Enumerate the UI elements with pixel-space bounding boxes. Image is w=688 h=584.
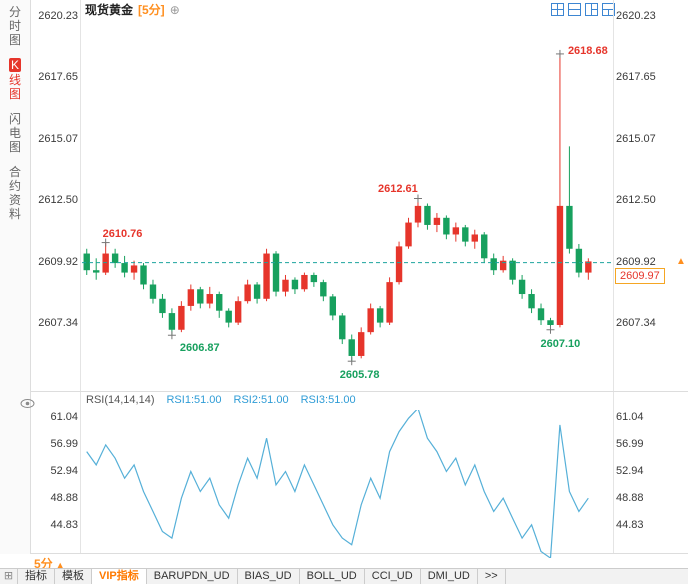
axis-tick: 44.83 xyxy=(616,518,644,531)
add-overlay-icon[interactable]: ⊕ xyxy=(169,2,180,17)
rsi3-value: RSI3:51.00 xyxy=(300,394,356,406)
current-price-box: 2609.97 xyxy=(615,268,665,284)
rsi-params-label: RSI(14,14,14) xyxy=(86,394,155,406)
current-price-arrow-icon: ▲ xyxy=(676,256,686,267)
axis-tick: 2620.23 xyxy=(616,10,656,22)
timeframe-selector[interactable]: 5分 ▲ xyxy=(34,555,65,572)
axis-tick: 48.88 xyxy=(616,491,644,504)
chart-left-border xyxy=(80,0,81,553)
axis-tick: 2607.34 xyxy=(38,317,78,330)
candles-canvas[interactable] xyxy=(82,12,612,390)
bottom-tab-3[interactable]: VIP指标 xyxy=(92,569,147,584)
timeframe-arrow-icon: ▲ xyxy=(55,560,65,570)
chart-header: 现货黄金 [5分] ⊕ xyxy=(85,2,180,18)
axis-tick: 48.88 xyxy=(50,491,78,504)
bottom-tab-8[interactable]: DMI_UD xyxy=(421,569,478,584)
bottom-tab-9[interactable]: >> xyxy=(478,569,506,584)
axis-tick: 2612.50 xyxy=(38,194,78,207)
chart-right-border xyxy=(613,0,614,553)
layout-three-pane-icon[interactable] xyxy=(585,3,598,16)
bottom-tab-4[interactable]: BARUPDN_UD xyxy=(147,569,238,584)
axis-tick: 2609.92 xyxy=(38,255,78,268)
eye-icon xyxy=(20,399,35,408)
axis-tick: 44.83 xyxy=(50,518,78,531)
period-label: [5分] xyxy=(138,3,165,17)
candlestick-chart[interactable]: 2610.76 2606.87 2605.78 2612.61 2607.10 2618.… xyxy=(82,12,612,390)
layout-four-pane-icon[interactable] xyxy=(551,3,564,16)
indicator-tab-bar: ⊞ 指标 模板 VIP指标 BARUPDN_UD BIAS_UD BOLL_UD CCI_U… xyxy=(0,568,688,584)
axis-tick: 52.94 xyxy=(616,464,644,477)
bottom-tab-6[interactable]: BOLL_UD xyxy=(300,569,365,584)
rsi1-value: RSI1:51.00 xyxy=(166,394,222,406)
rsi-header: RSI(14,14,14) RSI1:51.00 RSI2:51.00 RSI3… xyxy=(86,394,356,406)
rsi-panel[interactable] xyxy=(82,410,612,558)
indicator-visibility-toggle[interactable] xyxy=(20,396,35,414)
sidebar-tab-3[interactable]: 闪电图 xyxy=(8,112,21,154)
axis-tick: 2609.92 xyxy=(616,255,656,268)
bottom-tab-5[interactable]: BIAS_UD xyxy=(238,569,300,584)
axis-tick: 2615.07 xyxy=(616,132,656,145)
axis-tick: 52.94 xyxy=(50,464,78,477)
pane-layout-buttons xyxy=(551,3,615,16)
axis-tick: 2617.65 xyxy=(616,71,656,84)
layout-two-pane-icon[interactable] xyxy=(568,3,581,16)
rsi2-value: RSI2:51.00 xyxy=(233,394,289,406)
bottom-tab-2[interactable]: 模板 xyxy=(55,569,92,584)
timeframe-label: 5分 xyxy=(34,557,53,571)
rsi-canvas[interactable] xyxy=(82,410,612,558)
symbol-title: 现货黄金 xyxy=(85,3,134,17)
rsi-bottom-divider xyxy=(31,553,688,554)
axis-tick: 2607.34 xyxy=(616,317,656,330)
sidebar-tab-4[interactable]: 合约资料 xyxy=(8,165,21,221)
layout-split-pane-icon[interactable] xyxy=(602,3,615,16)
bottom-tab-1[interactable]: 指标 xyxy=(18,569,55,584)
axis-tick: 2617.65 xyxy=(38,71,78,84)
bottom-tab-7[interactable]: CCI_UD xyxy=(365,569,421,584)
apps-grid-icon[interactable]: ⊞ xyxy=(0,569,18,584)
axis-tick: 61.04 xyxy=(50,411,78,423)
axis-tick: 2620.23 xyxy=(38,10,78,22)
sidebar-tab-1[interactable]: 分时图 xyxy=(8,5,21,47)
axis-tick: 2612.50 xyxy=(616,194,656,207)
axis-tick: 2615.07 xyxy=(38,132,78,145)
chart-rsi-divider xyxy=(31,391,688,392)
axis-tick: 56.99 xyxy=(616,437,644,450)
axis-tick: 56.99 xyxy=(50,437,78,450)
axis-tick: 61.04 xyxy=(616,411,644,423)
